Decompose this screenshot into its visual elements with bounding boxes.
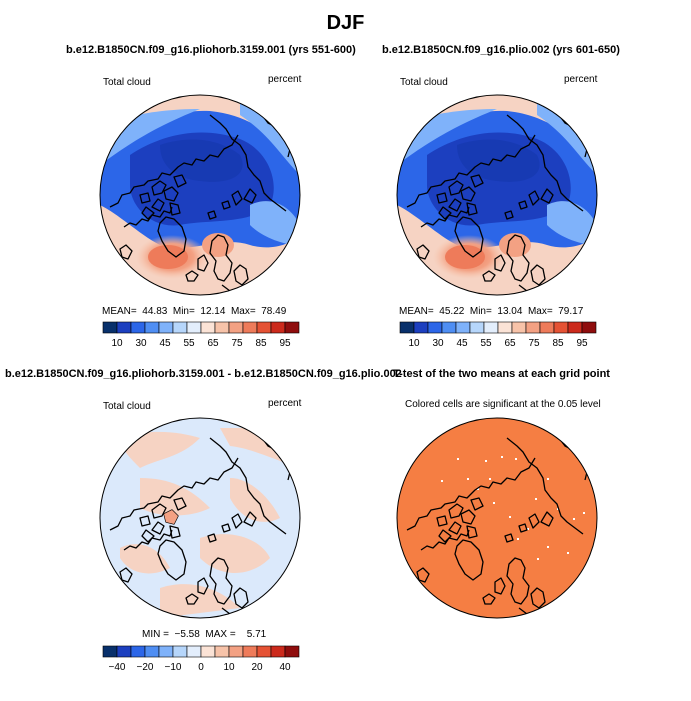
colorbar-tick-label: −10 (165, 662, 182, 673)
colorbar-swatch (116, 645, 132, 658)
colorbar-tick-label: 85 (552, 338, 564, 349)
colorbar-swatch (130, 321, 146, 334)
stats-top-left: MEAN= 44.83 Min= 12.14 Max= 78.49 (102, 306, 287, 317)
colorbar-tick-label: 85 (255, 338, 267, 349)
run-title-bottom-right: T-test of the two means at each grid poi… (393, 368, 610, 380)
colorbar-swatch (158, 645, 174, 658)
colorbar-tick-label: 30 (135, 338, 147, 349)
colorbar-tick-label: 10 (223, 662, 235, 673)
polar-map-bottom-left (99, 417, 301, 619)
colorbar-swatch (200, 321, 216, 334)
colorbar-swatch (186, 321, 202, 334)
colorbar-top-left: 10 30 45 55 65 75 85 95 (102, 321, 300, 349)
colorbar-swatch (455, 321, 471, 334)
colorbar-tick-label: −40 (109, 662, 126, 673)
variable-label-bottom-left: Total cloud (103, 401, 151, 412)
colorbar-swatch (172, 321, 188, 334)
colorbar-swatch (581, 321, 597, 334)
colorbar-swatch (214, 321, 230, 334)
colorbar-swatch (511, 321, 527, 334)
colorbar-swatch (553, 321, 569, 334)
run-title-bottom-left: b.e12.B1850CN.f09_g16.pliohorb.3159.001 … (5, 368, 402, 380)
colorbar-top-right: 10 30 45 55 65 75 85 95 (399, 321, 597, 349)
colorbar-swatch (567, 321, 583, 334)
colorbar-swatch (200, 645, 216, 658)
figure-title: DJF (326, 12, 365, 34)
colorbar-swatch (441, 321, 457, 334)
colorbar-swatch (242, 645, 258, 658)
polar-map-top-left (99, 94, 301, 296)
colorbar-swatch (228, 321, 244, 334)
colorbar-swatch (256, 321, 272, 334)
units-label-bottom-left: percent (268, 398, 302, 409)
colorbar-swatch (270, 645, 286, 658)
colorbar-tick-label: 95 (279, 338, 291, 349)
colorbar-swatch (469, 321, 485, 334)
subtitle-bottom-right: Colored cells are significant at the 0.0… (405, 399, 601, 410)
polar-map-top-right (396, 94, 598, 296)
colorbar-swatch (427, 321, 443, 334)
run-title-top-right: b.e12.B1850CN.f09_g16.plio.002 (yrs 601-… (382, 44, 620, 56)
colorbar-swatch (228, 645, 244, 658)
variable-label-top-right: Total cloud (400, 77, 448, 88)
stats-top-right: MEAN= 45.22 Min= 13.04 Max= 79.17 (399, 306, 584, 317)
stats-bottom-left: MIN = −5.58 MAX = 5.71 (142, 629, 267, 640)
colorbar-tick-label: 65 (504, 338, 516, 349)
colorbar-swatch (256, 645, 272, 658)
colorbar-swatch (284, 321, 300, 334)
colorbar-swatch (214, 645, 230, 658)
colorbar-swatch (525, 321, 541, 334)
colorbar-tick-label: 30 (432, 338, 444, 349)
colorbar-tick-label: 40 (279, 662, 291, 673)
variable-label-top-left: Total cloud (103, 77, 151, 88)
units-label-top-left: percent (268, 74, 302, 85)
colorbar-bottom-left: −40 −20 −10 0 10 20 40 (102, 645, 300, 673)
colorbar-tick-label: 75 (528, 338, 540, 349)
units-label-top-right: percent (564, 74, 598, 85)
colorbar-tick-label: 65 (207, 338, 219, 349)
colorbar-swatch (102, 321, 118, 334)
colorbar-swatch (539, 321, 555, 334)
colorbar-swatch (130, 645, 146, 658)
colorbar-swatch (172, 645, 188, 658)
colorbar-swatch (284, 645, 300, 658)
colorbar-tick-label: 45 (159, 338, 171, 349)
colorbar-swatch (102, 645, 118, 658)
run-title-top-left: b.e12.B1850CN.f09_g16.pliohorb.3159.001 … (66, 44, 356, 56)
colorbar-tick-label: −20 (137, 662, 154, 673)
polar-map-bottom-right (396, 417, 598, 619)
colorbar-tick-label: 10 (111, 338, 123, 349)
colorbar-swatch (497, 321, 513, 334)
colorbar-swatch (186, 645, 202, 658)
colorbar-swatch (158, 321, 174, 334)
colorbar-tick-label: 10 (408, 338, 420, 349)
colorbar-swatch (483, 321, 499, 334)
colorbar-tick-label: 45 (456, 338, 468, 349)
colorbar-swatch (270, 321, 286, 334)
colorbar-swatch (116, 321, 132, 334)
colorbar-tick-label: 95 (576, 338, 588, 349)
colorbar-tick-label: 75 (231, 338, 243, 349)
colorbar-swatch (144, 645, 160, 658)
colorbar-swatch (399, 321, 415, 334)
colorbar-swatch (242, 321, 258, 334)
colorbar-tick-label: 55 (480, 338, 492, 349)
colorbar-tick-label: 55 (183, 338, 195, 349)
colorbar-tick-label: 20 (251, 662, 263, 673)
colorbar-swatch (144, 321, 160, 334)
colorbar-tick-label: 0 (198, 662, 204, 673)
colorbar-swatch (413, 321, 429, 334)
